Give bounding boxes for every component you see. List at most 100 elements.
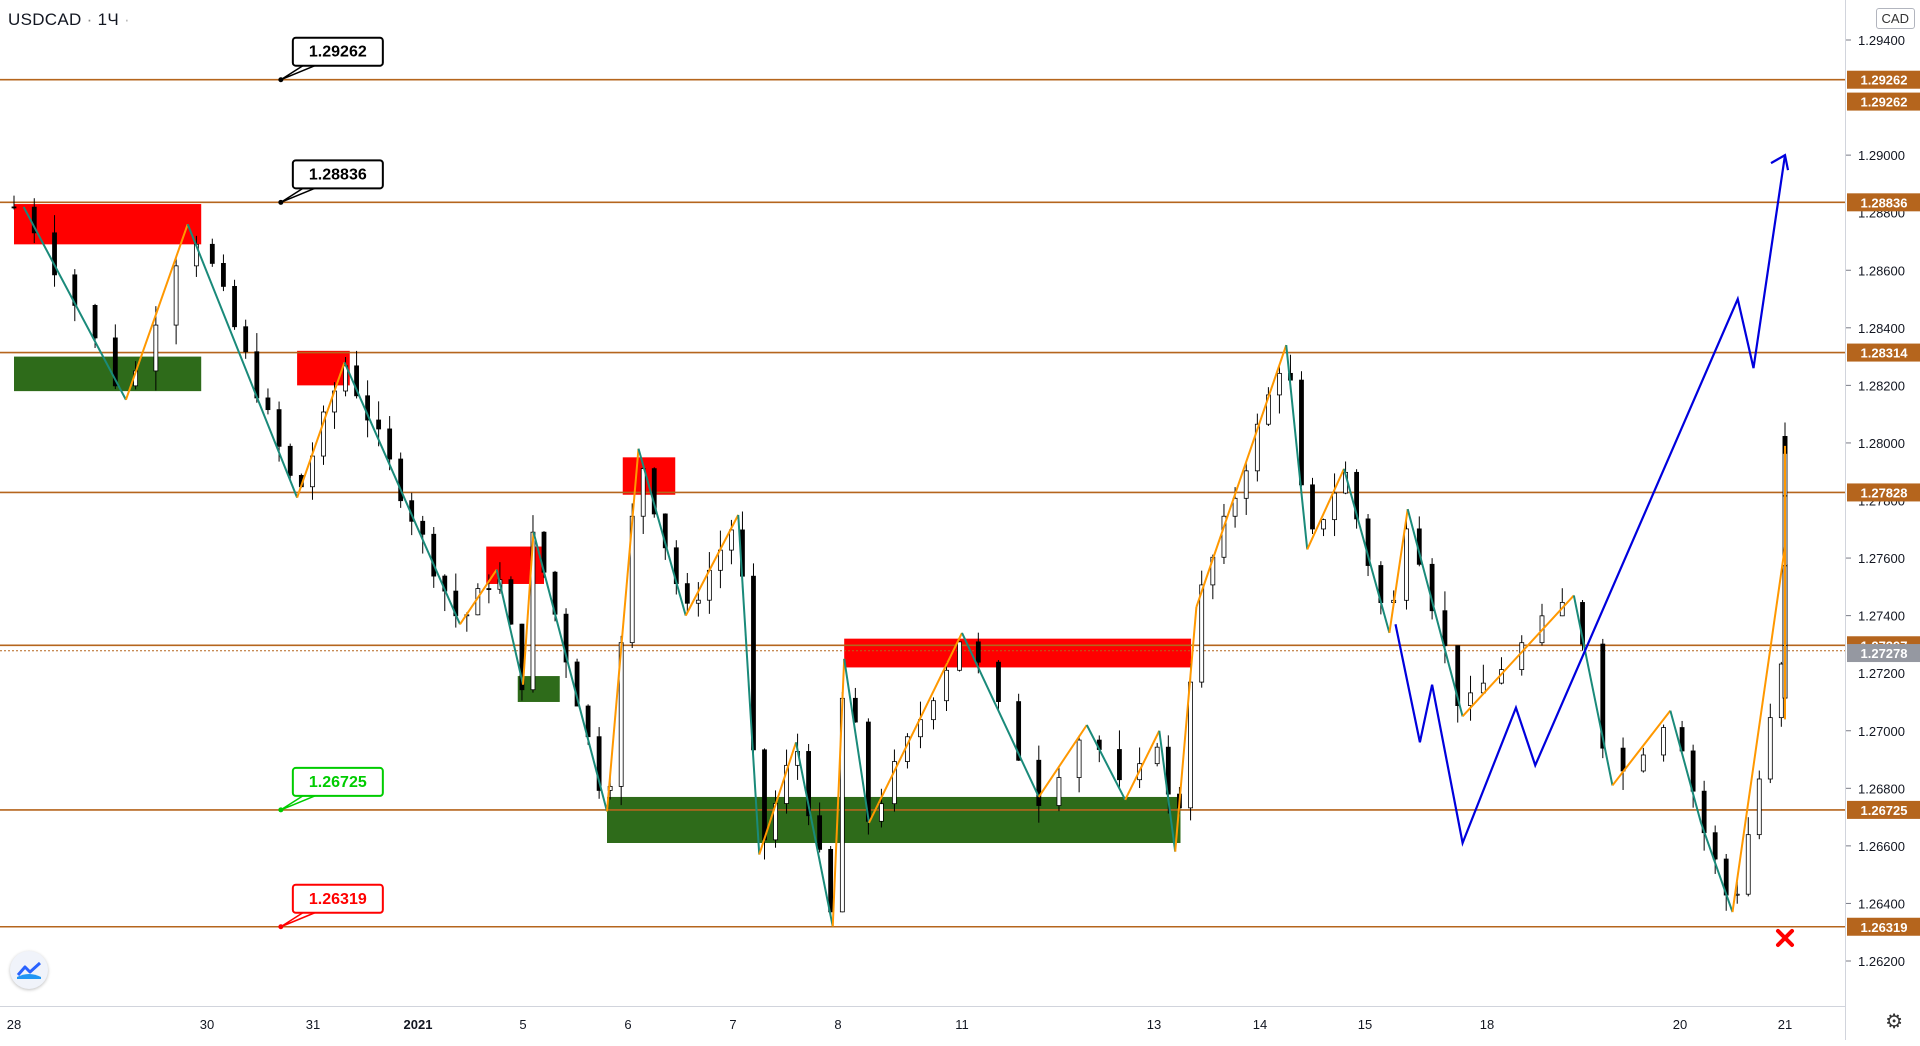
candle-body (112, 337, 118, 387)
chart-plot[interactable]: 1.29262 1.28836 1.26725 1.26319 (0, 0, 1845, 1006)
gear-icon[interactable]: ⚙ (1885, 1011, 1903, 1033)
candle-body (1310, 484, 1315, 530)
price-tick-label: 1.28600 (1858, 263, 1905, 278)
price-axis[interactable]: CAD 1.29400 1.29000 1.28600 1.28400 1.28200 1… (1845, 0, 1920, 1040)
x-mark-icon (1776, 928, 1794, 947)
callout-box-2 (291, 766, 384, 797)
level-price-tag-bg (1847, 800, 1920, 819)
candle-body (1756, 778, 1762, 836)
level-price-tag-bg (1847, 483, 1920, 502)
zigzag-segment (961, 632, 1040, 798)
time-tick-label: 20 (1673, 1017, 1687, 1032)
candle-body (1056, 777, 1062, 806)
candle-body (376, 419, 382, 430)
level-price-tag: 1.26725 (1861, 803, 1908, 818)
zigzag-segment (606, 448, 640, 812)
symbol-title: USDCAD · 1Ч · (8, 10, 130, 30)
level-price-tag: 1.26319 (1861, 920, 1908, 935)
candle-body (944, 669, 949, 702)
candle-body (975, 641, 981, 663)
candle-body (321, 411, 326, 457)
callout-box-3 (291, 883, 384, 914)
zigzag-segment (1572, 595, 1614, 786)
time-tick-label: 6 (624, 1017, 631, 1032)
price-tick-label: 1.26400 (1858, 896, 1905, 911)
candle-body (1321, 519, 1326, 530)
candle-body (806, 751, 811, 817)
zigzag-segment (1306, 468, 1345, 550)
candle-body (640, 468, 646, 517)
candle-body (209, 243, 215, 264)
zigzag-segment (1085, 724, 1127, 801)
callout-pointer-1 (280, 187, 316, 204)
zigzag-segment (186, 223, 299, 498)
price-tick-label: 1.29400 (1858, 33, 1905, 48)
zigzag-segment (1461, 594, 1575, 718)
time-tick-label: 18 (1480, 1017, 1494, 1032)
candle-body (265, 397, 271, 411)
candle-body (420, 520, 426, 535)
candle-body (1519, 642, 1525, 670)
candle-body (817, 815, 823, 850)
price-tick-label: 1.28000 (1858, 436, 1905, 451)
candle-body (1076, 739, 1082, 778)
zigzag-segment (868, 632, 963, 824)
candle-body (996, 661, 1001, 703)
candle-body (153, 324, 159, 372)
candle-body (1254, 423, 1260, 472)
candle-body (508, 579, 514, 625)
candle-body (1600, 643, 1606, 749)
zigzag-segment (522, 532, 535, 685)
price-tick-label: 1.28200 (1858, 378, 1905, 393)
level-price-tag-bg (1847, 193, 1920, 212)
callout-pointer-2 (280, 795, 316, 811)
level-price-tag: 1.28836 (1861, 195, 1908, 210)
time-tick-label: 31 (306, 1017, 320, 1032)
candle-body (1640, 754, 1646, 772)
time-tick-label: 21 (1778, 1017, 1792, 1032)
zigzag-segment (1611, 709, 1672, 787)
last-price-tag-bg (1847, 644, 1920, 663)
level-price-tag-bg (1847, 343, 1920, 362)
price-tick-label: 1.27400 (1858, 609, 1905, 624)
interval-label[interactable]: 1Ч (97, 10, 120, 29)
currency-badge[interactable]: CAD (1875, 8, 1915, 29)
candle-body (1036, 759, 1042, 806)
resistance-zone-2 (297, 350, 350, 386)
candle-body (1154, 746, 1160, 765)
zigzag-segment (1388, 508, 1409, 634)
zigzag-segment (795, 742, 834, 927)
time-axis[interactable]: 28 30 31 2021 5 6 7 8 11 13 14 15 18 20 21 (0, 1006, 1845, 1041)
candle-body (563, 613, 569, 663)
callout-label: 1.29262 (309, 44, 367, 61)
candle-body (1712, 832, 1718, 860)
zigzag-segment (1731, 546, 1786, 913)
candle-body (1429, 563, 1435, 612)
candle-body (1016, 701, 1022, 761)
time-tick-label: 13 (1147, 1017, 1161, 1032)
tradingview-logo-icon[interactable] (10, 951, 48, 989)
time-tick-label: 30 (200, 1017, 214, 1032)
callout-label: 1.28836 (309, 166, 367, 183)
callout-pointer-3 (280, 912, 316, 928)
candle-body (276, 409, 282, 447)
zigzag-segment (843, 658, 870, 823)
projection-path (1394, 154, 1787, 847)
candle-body (784, 764, 789, 804)
candle-body (1468, 692, 1473, 707)
candle-body (1299, 379, 1304, 486)
candle-body (287, 445, 293, 476)
zigzag-segment (459, 569, 498, 625)
candle-body (1221, 515, 1227, 558)
resistance-zone-0 (14, 204, 202, 245)
candle-body (574, 661, 580, 707)
zigzag-segment (1285, 344, 1309, 550)
callout-box-0 (291, 36, 384, 67)
candle-body (1365, 518, 1371, 566)
candle-body (52, 232, 57, 276)
candle-body (695, 599, 701, 604)
zigzag-segment (831, 658, 846, 927)
level-price-tag-dup: 1.29262 (1861, 95, 1908, 110)
price-tick-label: 1.26800 (1858, 781, 1905, 796)
chart-area[interactable]: 1.29262 1.28836 1.26725 1.26319 USDCAD · 1Ч… (0, 0, 1845, 1006)
